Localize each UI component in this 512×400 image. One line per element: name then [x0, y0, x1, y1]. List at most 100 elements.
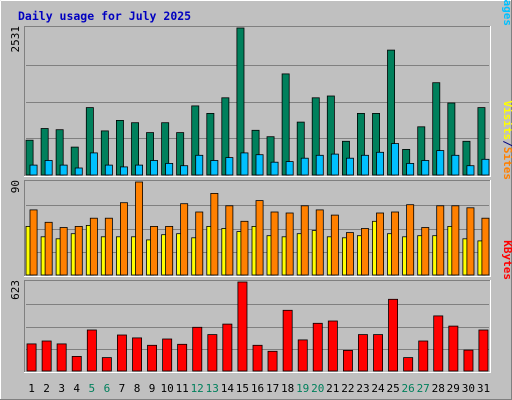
bar-sites-day-4: [74, 225, 83, 276]
x-tick-label: 14: [221, 382, 235, 395]
x-tick-label: 23: [356, 382, 369, 395]
bar-kbytes-day-1: [26, 343, 37, 372]
x-tick-label: 8: [134, 382, 141, 395]
bar-pages-day-7: [120, 166, 128, 176]
bar-pages-day-20: [315, 154, 324, 176]
x-tick-label: 3: [58, 382, 65, 395]
bar-sites-day-15: [240, 220, 249, 276]
bar-hits-day-17: [266, 136, 275, 176]
panel-kbytes: 623 KBytes: [9, 240, 512, 373]
panel-pages-files-hits: 2531 Hits/Files/Pages: [9, 0, 512, 177]
bar-kbytes-day-23: [357, 334, 368, 372]
x-tick-label: 24: [371, 382, 385, 395]
bar-sites-day-5: [89, 217, 98, 276]
bar-sites-day-12: [195, 211, 204, 276]
x-tick-label: 26: [401, 382, 414, 395]
x-tick-label: 7: [119, 382, 126, 395]
chart-title: Daily usage for July 2025: [18, 9, 191, 23]
x-tick-label: 17: [266, 382, 279, 395]
bar-pages-day-30: [466, 165, 475, 176]
bar-pages-day-12: [195, 154, 204, 176]
bar-hits-day-25: [387, 49, 395, 176]
bar-hits-day-4: [70, 146, 79, 176]
bar-pages-day-31: [481, 158, 490, 176]
bar-kbytes-day-21: [327, 320, 338, 372]
bar-sites-day-7: [120, 202, 128, 276]
bar-pages-day-11: [180, 165, 189, 176]
bar-kbytes-day-30: [463, 349, 474, 372]
bar-kbytes-day-15: [237, 281, 248, 372]
bar-hits-day-16: [251, 129, 260, 176]
bar-pages-day-27: [421, 160, 430, 176]
bar-pages-day-3: [59, 164, 68, 176]
bar-kbytes-day-17: [267, 350, 278, 372]
bar-hits-day-2: [40, 128, 49, 176]
bar-pages-day-15: [240, 152, 249, 176]
x-tick-label: 22: [341, 382, 354, 395]
bar-kbytes-day-27: [418, 340, 429, 372]
bar-kbytes-day-22: [342, 349, 353, 372]
legend-label: KBytes: [501, 240, 512, 280]
bar-pages-day-6: [104, 164, 113, 176]
x-tick-label: 10: [160, 382, 173, 395]
x-tick-label: 2: [43, 382, 50, 395]
x-tick-label: 11: [176, 382, 189, 395]
x-tick-label: 5: [88, 382, 95, 395]
x-tick-label: 16: [251, 382, 264, 395]
bar-hits-day-28: [432, 82, 441, 176]
bar-hits-day-26: [402, 148, 411, 176]
x-tick-label: 9: [149, 382, 156, 395]
series-legend: KBytes: [501, 240, 512, 280]
legend-label: Sites: [501, 147, 512, 180]
panel-sites-visits: 90 Visits/Sites: [9, 101, 512, 277]
bar-kbytes-day-7: [117, 334, 127, 372]
bar-sites-day-14: [225, 205, 234, 276]
bar-pages-day-8: [135, 164, 143, 176]
bar-hits-day-15: [236, 27, 245, 176]
bar-hits-day-9: [146, 132, 154, 176]
bar-sites-day-1: [29, 209, 38, 276]
chart-panels: 2531 Hits/Files/Pages 90 Visits/Sites 623 KBy…: [9, 0, 512, 373]
bar-hits-day-3: [55, 129, 64, 176]
x-tick-label: 28: [432, 382, 445, 395]
x-tick-label: 18: [281, 382, 294, 395]
bar-sites-day-17: [270, 211, 279, 276]
x-tick-label: 25: [386, 382, 399, 395]
bar-kbytes-day-14: [222, 323, 233, 372]
bar-sites-day-31: [481, 217, 490, 276]
bar-sites-day-19: [300, 205, 309, 276]
bar-pages-day-5: [89, 152, 98, 176]
bar-pages-day-17: [270, 161, 279, 176]
bar-sites-day-26: [406, 204, 415, 276]
bar-pages-day-25: [391, 143, 399, 176]
bar-hits-day-1: [25, 139, 34, 176]
bar-sites-day-9: [150, 225, 158, 276]
bar-kbytes-day-4: [71, 355, 82, 372]
bar-pages-day-1: [29, 164, 38, 176]
bar-sites-day-6: [104, 217, 113, 276]
bar-kbytes-day-29: [448, 325, 459, 372]
bar-pages-day-14: [225, 157, 234, 176]
bar-sites-day-25: [391, 211, 399, 276]
bar-pages-day-13: [210, 160, 219, 176]
bar-hits-day-12: [191, 105, 200, 176]
bar-kbytes-day-13: [207, 334, 218, 372]
bar-kbytes-day-25: [388, 298, 399, 372]
bar-hits-day-31: [477, 107, 486, 176]
bar-sites-day-27: [421, 227, 430, 276]
series-legend: Hits/Files/Pages: [501, 0, 512, 26]
bar-sites-day-22: [345, 232, 354, 276]
bar-kbytes-day-10: [162, 338, 173, 372]
bar-hits-day-27: [417, 126, 426, 176]
y-max-label: 623: [9, 280, 22, 300]
bar-sites-day-28: [436, 205, 445, 276]
bar-kbytes-day-26: [403, 357, 414, 372]
bar-pages-day-19: [300, 157, 309, 176]
bar-hits-day-18: [281, 73, 290, 176]
bar-sites-day-21: [330, 214, 339, 276]
bar-sites-day-16: [255, 200, 264, 276]
x-tick-label: 31: [477, 382, 490, 395]
bar-pages-day-24: [376, 151, 384, 176]
x-tick-label: 6: [104, 382, 111, 395]
y-max-label: 2531: [9, 26, 22, 53]
